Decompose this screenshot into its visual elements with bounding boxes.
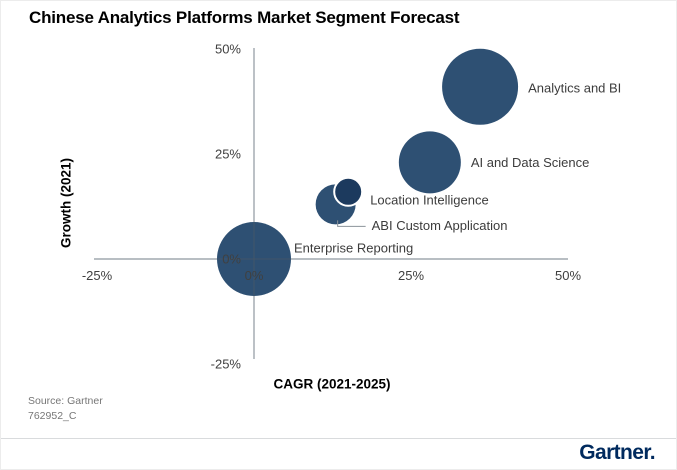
document-id: 762952_C bbox=[28, 410, 77, 422]
bubble-ai-and-data-science bbox=[398, 131, 461, 194]
footer-divider bbox=[1, 438, 676, 439]
bubble-label-enterprise-reporting: Enterprise Reporting bbox=[294, 241, 413, 256]
y-axis-title: Growth (2021) bbox=[58, 157, 74, 249]
y-tick-label-0-: 0% bbox=[222, 252, 241, 267]
bubble-analytics-and-bi bbox=[442, 48, 519, 125]
source-note: Source: Gartner bbox=[28, 395, 103, 407]
bubble-label-abi-custom-application: ABI Custom Application bbox=[372, 218, 508, 233]
x-tick-label--25-: -25% bbox=[82, 268, 113, 283]
x-axis-title: CAGR (2021-2025) bbox=[273, 376, 391, 392]
gartner-logo: Gartner. bbox=[579, 441, 655, 464]
bubble-location-intelligence bbox=[333, 176, 364, 207]
x-tick-label-50-: 50% bbox=[555, 268, 581, 283]
chart-title: Chinese Analytics Platforms Market Segme… bbox=[29, 8, 460, 27]
bubble-label-ai-and-data-science: AI and Data Science bbox=[471, 155, 590, 170]
bubble-label-location-intelligence: Location Intelligence bbox=[370, 192, 489, 207]
leader-line-abi-custom-application bbox=[337, 220, 366, 227]
y-tick-label-25-: 25% bbox=[215, 147, 241, 162]
x-tick-label-25-: 25% bbox=[398, 268, 424, 283]
y-tick-label-50-: 50% bbox=[215, 42, 241, 57]
bubble-label-analytics-and-bi: Analytics and BI bbox=[528, 80, 621, 95]
x-tick-label-0-: 0% bbox=[245, 268, 264, 283]
y-tick-label--25-: -25% bbox=[211, 357, 242, 372]
